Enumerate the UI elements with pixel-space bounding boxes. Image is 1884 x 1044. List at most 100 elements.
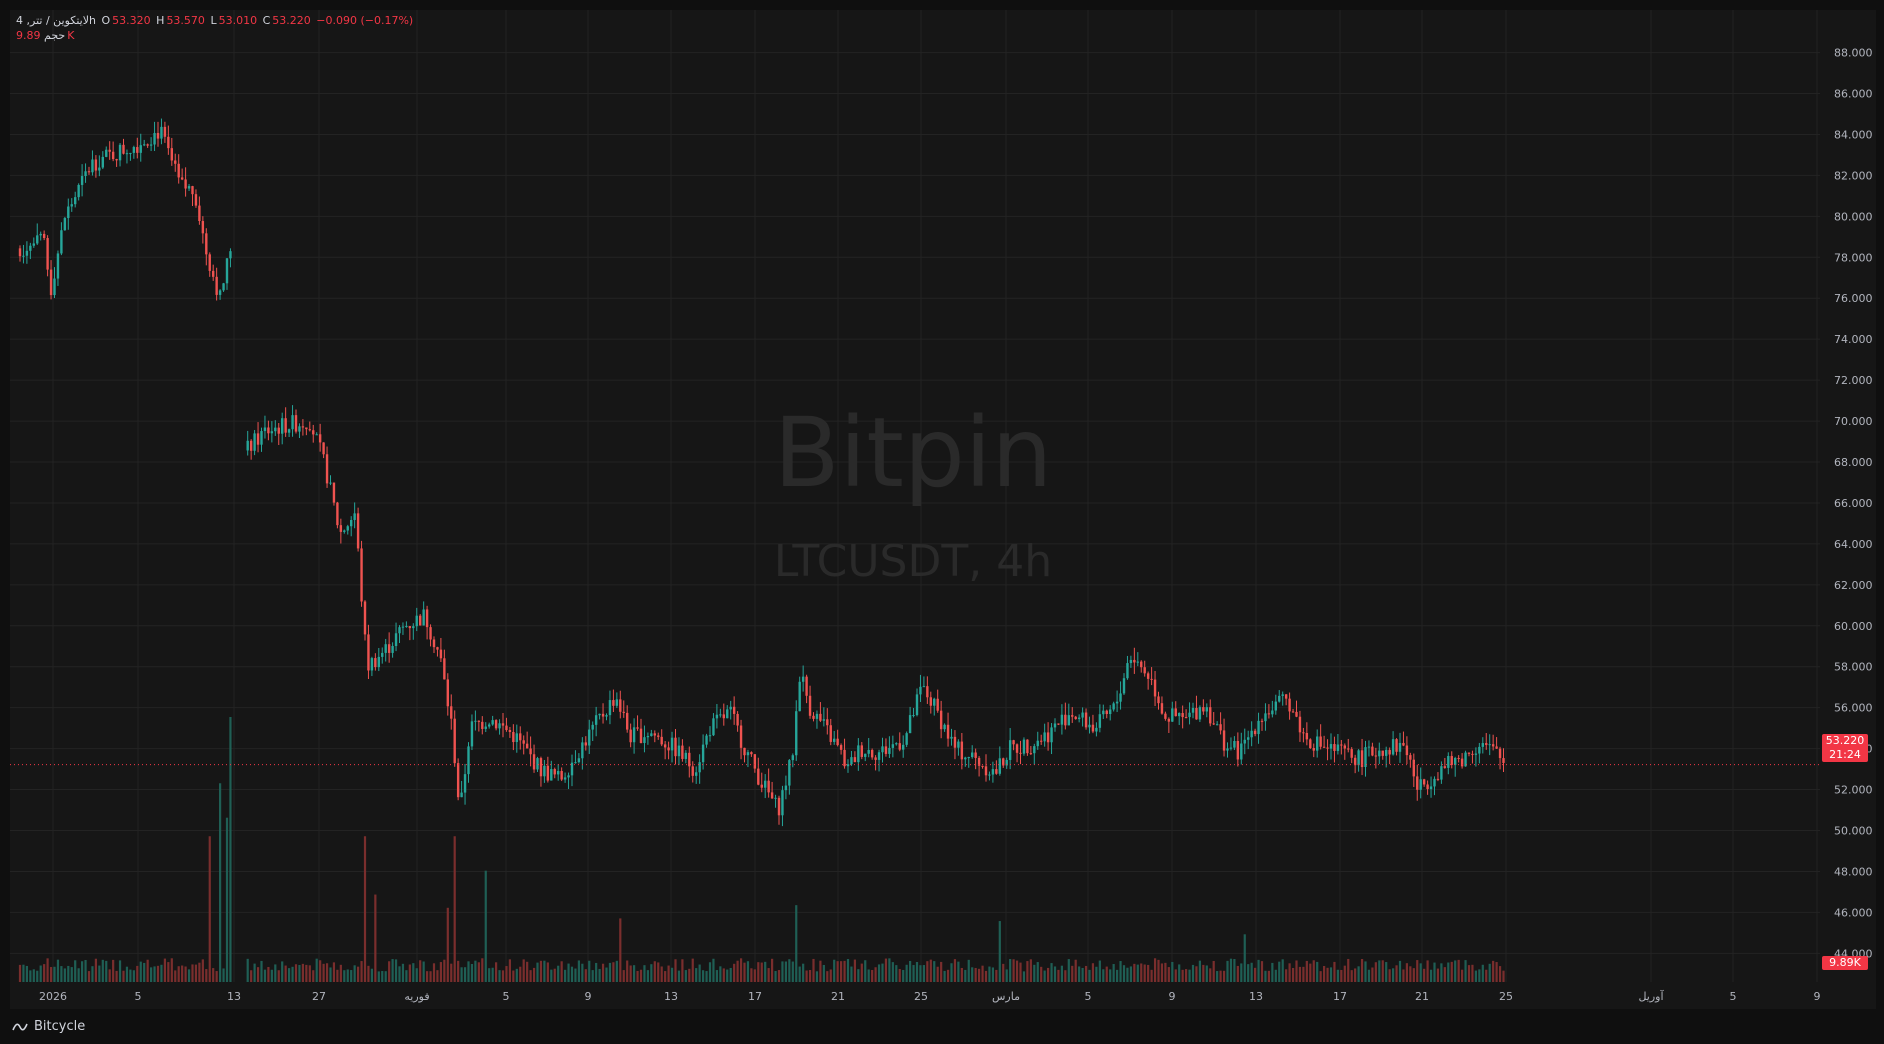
volume-bar [822, 964, 825, 982]
candle-body [1198, 707, 1202, 720]
candle-body [529, 748, 532, 755]
candle-body [646, 736, 650, 738]
candle-body [422, 609, 425, 626]
volume-bar [1495, 962, 1498, 982]
candle-body [864, 753, 867, 757]
candle-body [1460, 758, 1464, 767]
volume-bar [39, 965, 42, 982]
volume-bar [909, 960, 912, 982]
candle-body [291, 415, 294, 430]
volume-bar [1067, 959, 1070, 982]
candle-body [167, 136, 170, 149]
candle-body [463, 774, 467, 793]
candle-body [977, 757, 981, 766]
volume-bar [187, 969, 191, 982]
candle-body [1064, 714, 1067, 726]
candle-body [1336, 744, 1340, 751]
volume-bar [212, 968, 215, 982]
volume-bar [991, 967, 994, 982]
y-tick-label: 70.000 [1834, 415, 1873, 428]
volume-bar [357, 966, 360, 982]
volume-bar [167, 962, 170, 982]
volume-bar [32, 969, 35, 982]
volume-bar [1295, 960, 1298, 982]
y-tick-label: 58.000 [1834, 661, 1873, 674]
volume-bar [574, 968, 577, 982]
volume-bar [815, 971, 819, 982]
candle-body [415, 615, 418, 627]
footer-brand-label: Bitcycle [34, 1019, 86, 1034]
footer-brand[interactable]: Bitcycle [12, 1019, 85, 1034]
candle-body [477, 720, 481, 722]
candle-body [946, 724, 950, 739]
volume-bar [1488, 963, 1491, 982]
volume-bar [377, 971, 380, 982]
candle-body [819, 713, 822, 721]
symbol-legend[interactable]: لایتکوین / تتر, 4h O 53.320 H 53.570 L 53.0… [16, 14, 415, 27]
candle-body [1019, 752, 1022, 754]
candle-body [1374, 755, 1378, 757]
candle-body [1202, 707, 1205, 712]
volume-bar [943, 970, 946, 982]
volume-bar [143, 962, 146, 982]
volume-bar [888, 958, 891, 982]
candle-body [284, 418, 287, 433]
candle-body [850, 757, 853, 765]
x-tick-label: 5 [1730, 990, 1737, 1003]
chart-canvas[interactable]: Bitpin LTCUSDT, 4h 88.000 86.000 84.000 82.00… [10, 10, 1876, 1009]
candle-body [329, 482, 332, 484]
volume-legend[interactable]: حجم 9.89K [16, 29, 76, 42]
volume-bar [1136, 964, 1139, 982]
grid [10, 10, 1820, 982]
volume-bar [764, 961, 767, 982]
volume-bar [1378, 960, 1381, 982]
volume-bar [871, 969, 874, 982]
candle-body [632, 727, 636, 743]
volume-bar [18, 964, 22, 982]
candle-body [1091, 724, 1095, 732]
volume-bar [1405, 963, 1408, 982]
candle-body [1291, 711, 1295, 713]
y-tick-label: 84.000 [1834, 128, 1873, 141]
volume-bar [1047, 967, 1050, 982]
candle-body [143, 144, 146, 146]
candle-body [1184, 717, 1188, 719]
volume-bar [726, 969, 729, 982]
y-tick-label: 88.000 [1834, 47, 1873, 60]
volume-bar [1205, 965, 1208, 982]
candle-body [1188, 712, 1191, 718]
candle-body [160, 126, 163, 139]
symbol-title[interactable]: لایتکوین / تتر, 4h [16, 14, 96, 27]
y-tick-label: 72.000 [1834, 374, 1873, 387]
candle-body [560, 771, 563, 780]
volume-bar [291, 966, 294, 982]
candle-body [32, 243, 35, 246]
candle-body [25, 250, 29, 256]
candle-body [567, 775, 570, 778]
volume-bar [339, 964, 342, 982]
volume-bar [1057, 969, 1060, 982]
chart-frame[interactable]: Bitpin LTCUSDT, 4h 88.000 86.000 84.000 82.00… [10, 10, 1876, 1009]
candle-body [1326, 747, 1329, 749]
volume-bar [1143, 964, 1146, 982]
volume-bar [1053, 966, 1057, 982]
x-tick-label: 17 [1333, 990, 1347, 1003]
volume-bar [1302, 966, 1305, 982]
volume-bar [988, 966, 991, 982]
volume-bar [367, 965, 370, 982]
candle-body [336, 502, 339, 526]
candle-body [1209, 707, 1212, 724]
low-value: 53.010 [218, 14, 258, 27]
candle-body [760, 784, 763, 788]
y-tick-label: 48.000 [1834, 865, 1873, 878]
candle-body [132, 147, 136, 153]
candle-body [1102, 710, 1105, 715]
candle-body [1264, 713, 1267, 722]
close-label: C [262, 14, 271, 27]
candle-body [108, 149, 111, 152]
volume-bar [1036, 962, 1039, 982]
volume-bar [70, 967, 73, 982]
candle-body [1178, 713, 1181, 717]
volume-bar [702, 970, 705, 982]
volume-bar [884, 958, 888, 982]
